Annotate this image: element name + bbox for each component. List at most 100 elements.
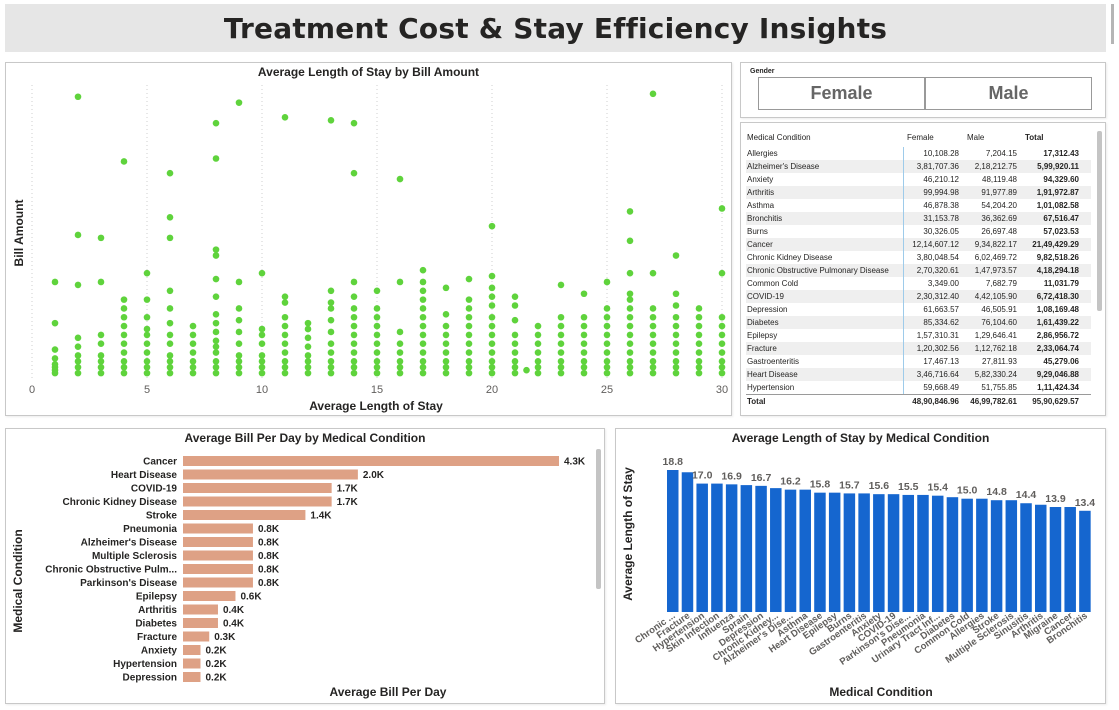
scatter-point[interactable] bbox=[212, 155, 220, 162]
scatter-point[interactable] bbox=[442, 340, 450, 348]
scatter-point[interactable] bbox=[281, 299, 289, 306]
scatter-point[interactable] bbox=[718, 331, 726, 339]
scatter-point[interactable] bbox=[304, 363, 312, 371]
scatter-point[interactable] bbox=[373, 363, 381, 371]
scatter-point[interactable] bbox=[488, 272, 496, 280]
scatter-point[interactable] bbox=[511, 293, 519, 300]
gender-option-male[interactable]: Male bbox=[925, 77, 1092, 110]
scatter-point[interactable] bbox=[523, 366, 530, 374]
scatter-point[interactable] bbox=[166, 358, 174, 365]
scatter-point[interactable] bbox=[580, 340, 588, 348]
scatter-point[interactable] bbox=[695, 349, 703, 356]
scatter-chart[interactable]: 0 5 10 15 20 25 30 Average Length of Stay Bill A… bbox=[6, 63, 731, 415]
scatter-point[interactable] bbox=[603, 369, 611, 377]
scatter-point[interactable] bbox=[465, 296, 473, 303]
stay-bar[interactable] bbox=[681, 472, 694, 612]
page-scrollbar-thumb[interactable] bbox=[1111, 4, 1114, 44]
scatter-point[interactable] bbox=[649, 340, 657, 348]
scatter-point[interactable] bbox=[97, 234, 105, 242]
scatter-point[interactable] bbox=[603, 313, 611, 321]
scatter-point[interactable] bbox=[258, 340, 266, 348]
scatter-point[interactable] bbox=[166, 331, 174, 339]
scatter-point[interactable] bbox=[626, 369, 634, 377]
scatter-point[interactable] bbox=[212, 369, 220, 377]
scatter-point[interactable] bbox=[166, 352, 174, 359]
scatter-point[interactable] bbox=[327, 349, 335, 356]
stay-bar[interactable] bbox=[784, 489, 797, 612]
scatter-point[interactable] bbox=[580, 369, 588, 377]
gender-option-female[interactable]: Female bbox=[758, 77, 925, 110]
scatter-point[interactable] bbox=[258, 369, 266, 377]
scatter-point[interactable] bbox=[488, 340, 496, 348]
bill-matrix-panel[interactable]: Medical Condition Female Male Total Alle… bbox=[740, 122, 1106, 416]
scatter-point[interactable] bbox=[97, 331, 105, 339]
scatter-point[interactable] bbox=[534, 349, 542, 356]
scatter-point[interactable] bbox=[442, 311, 450, 318]
scatter-point[interactable] bbox=[120, 369, 128, 377]
scatter-point[interactable] bbox=[327, 116, 335, 124]
scatter-point[interactable] bbox=[511, 340, 519, 348]
scatter-point[interactable] bbox=[718, 363, 726, 371]
scatter-point[interactable] bbox=[143, 296, 151, 303]
bill-bar[interactable] bbox=[183, 550, 253, 561]
stay-bar[interactable] bbox=[1020, 503, 1032, 612]
stay-bar[interactable] bbox=[946, 497, 959, 612]
scatter-point[interactable] bbox=[626, 305, 634, 312]
scatter-point[interactable] bbox=[143, 269, 151, 277]
stay-bar[interactable] bbox=[961, 498, 973, 612]
matrix-row[interactable]: Fracture 1,20,302.56 1,12,762.18 2,33,064.7… bbox=[746, 342, 1091, 355]
scatter-point[interactable] bbox=[419, 313, 427, 321]
scatter-point[interactable] bbox=[327, 287, 335, 295]
scatter-point[interactable] bbox=[212, 319, 220, 327]
scatter-point[interactable] bbox=[718, 322, 726, 330]
bill-per-day-panel[interactable]: Average Bill Per Day by Medical Conditio… bbox=[5, 428, 605, 704]
scatter-point[interactable] bbox=[373, 340, 381, 348]
scatter-point[interactable] bbox=[350, 293, 358, 300]
scatter-point[interactable] bbox=[465, 322, 473, 330]
scatter-point[interactable] bbox=[74, 369, 82, 377]
scatter-point[interactable] bbox=[281, 363, 289, 371]
scatter-point[interactable] bbox=[626, 331, 634, 339]
scatter-point[interactable] bbox=[74, 334, 82, 342]
scatter-point[interactable] bbox=[718, 205, 726, 212]
scatter-point[interactable] bbox=[235, 278, 243, 286]
scatter-point[interactable] bbox=[718, 313, 726, 321]
stay-bar[interactable] bbox=[887, 494, 900, 612]
stay-bar[interactable] bbox=[931, 495, 944, 612]
stay-bar[interactable] bbox=[770, 488, 782, 612]
scatter-point[interactable] bbox=[672, 363, 680, 371]
scatter-point[interactable] bbox=[327, 328, 335, 336]
stay-bar[interactable] bbox=[711, 483, 723, 612]
bill-per-day-scrollbar[interactable] bbox=[596, 449, 601, 589]
scatter-point[interactable] bbox=[350, 119, 358, 127]
scatter-point[interactable] bbox=[143, 349, 151, 356]
scatter-point[interactable] bbox=[327, 299, 335, 306]
scatter-point[interactable] bbox=[442, 363, 450, 371]
scatter-point[interactable] bbox=[51, 361, 59, 368]
matrix-row[interactable]: Cancer 12,14,607.12 9,34,822.17 21,49,429.2… bbox=[746, 238, 1091, 251]
scatter-point[interactable] bbox=[74, 93, 82, 101]
scatter-point[interactable] bbox=[281, 322, 289, 330]
scatter-point[interactable] bbox=[327, 363, 335, 371]
scatter-point[interactable] bbox=[465, 340, 473, 348]
scatter-point[interactable] bbox=[396, 363, 404, 371]
scatter-point[interactable] bbox=[534, 322, 542, 330]
scatter-point[interactable] bbox=[488, 331, 496, 339]
matrix-row[interactable]: Chronic Obstructive Pulmonary Disease 2,7… bbox=[746, 264, 1091, 277]
scatter-point[interactable] bbox=[51, 346, 59, 353]
scatter-point[interactable] bbox=[143, 369, 151, 377]
bill-bar[interactable] bbox=[183, 577, 253, 588]
scatter-point[interactable] bbox=[143, 313, 151, 321]
scatter-point[interactable] bbox=[626, 313, 634, 321]
scatter-point[interactable] bbox=[212, 311, 220, 318]
scatter-point[interactable] bbox=[350, 358, 358, 365]
matrix-row[interactable]: COVID-19 2,30,312.40 4,42,105.90 6,72,418.3… bbox=[746, 290, 1091, 303]
stay-bar[interactable] bbox=[828, 492, 841, 612]
scatter-point[interactable] bbox=[603, 349, 611, 356]
scatter-point[interactable] bbox=[649, 369, 657, 377]
scatter-point[interactable] bbox=[442, 331, 450, 339]
scatter-point[interactable] bbox=[626, 349, 634, 356]
scatter-point[interactable] bbox=[672, 290, 680, 298]
scatter-point[interactable] bbox=[97, 369, 105, 377]
scatter-point[interactable] bbox=[97, 340, 105, 348]
